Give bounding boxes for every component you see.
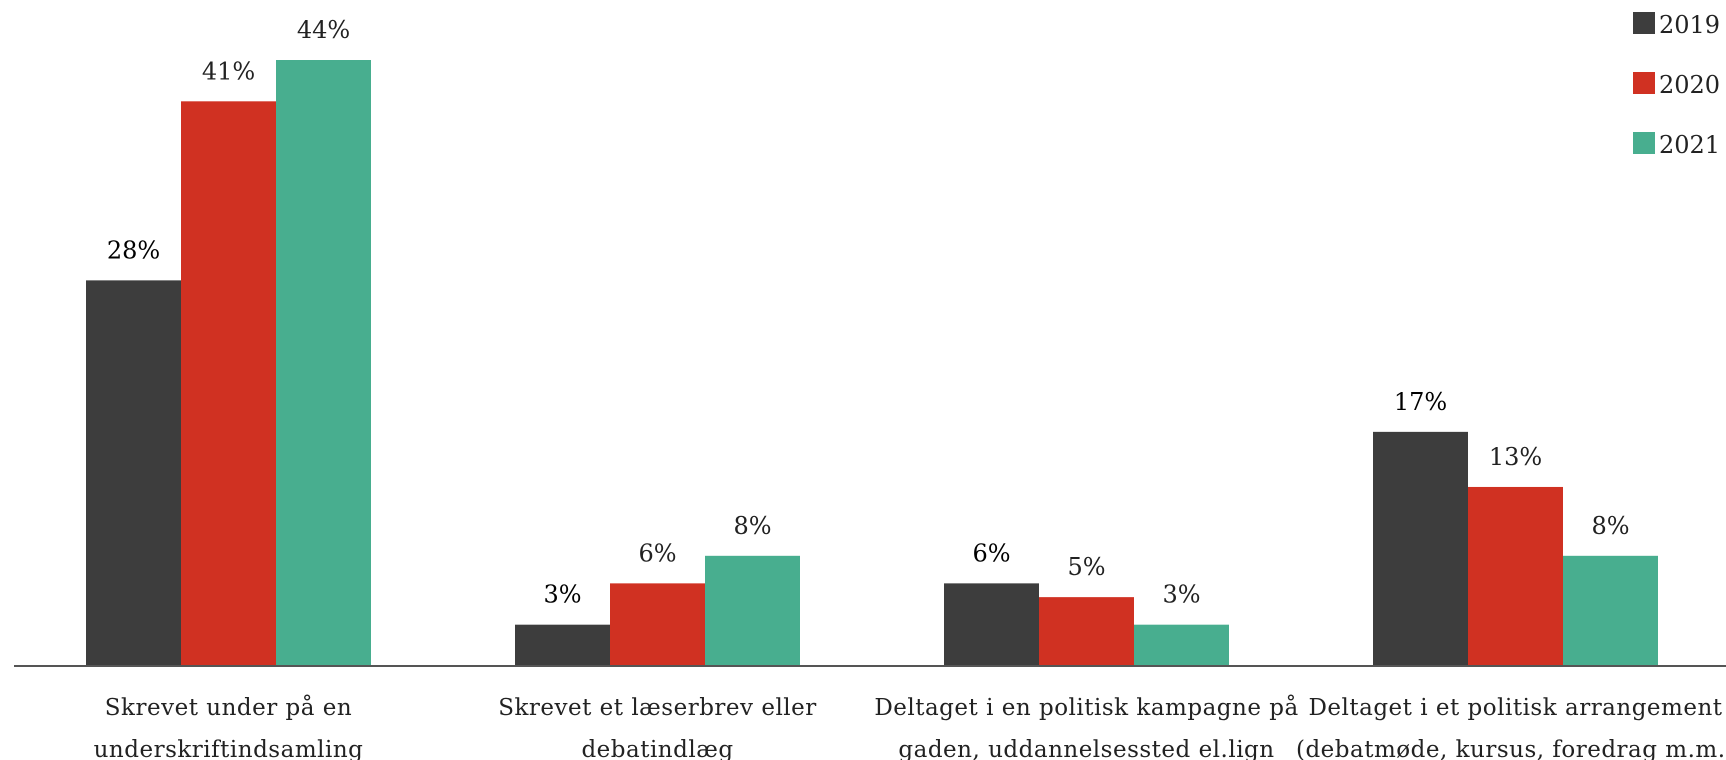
bar-2020-cat-2: [610, 583, 705, 666]
value-label-2020-cat-3: 5%: [1067, 553, 1105, 581]
category-label-3-line-2: gaden, uddannelsessted el.lign: [898, 737, 1274, 760]
value-label-2019-cat-2: 3%: [543, 581, 581, 609]
category-label-2-line-2: debatindlæg: [581, 737, 733, 760]
bars-layer: [86, 60, 1658, 667]
legend-swatch-2021: [1633, 132, 1655, 154]
bar-2019-cat-2: [515, 624, 610, 666]
bar-2021-cat-1: [276, 60, 371, 666]
value-label-2020-cat-4: 13%: [1489, 443, 1542, 471]
category-label-3-line-1: Deltaget i en politisk kampagne på: [874, 694, 1298, 721]
bar-2021-cat-4: [1563, 555, 1658, 666]
bar-2021-cat-2: [705, 555, 800, 666]
bar-2019-cat-1: [86, 280, 181, 666]
category-label-2-line-1: Skrevet et læserbrev eller: [498, 695, 817, 721]
category-label-4-line-1: Deltaget i et politisk arrangement: [1308, 695, 1722, 721]
bar-2021-cat-3: [1134, 624, 1229, 666]
category-label-1-line-1: Skrevet under på en: [105, 694, 352, 721]
category-label-1-line-2: underskriftindsamling: [94, 737, 364, 760]
legend-swatch-2020: [1633, 72, 1655, 94]
legend-label-2020: 2020: [1659, 71, 1720, 99]
value-label-2021-cat-2: 8%: [733, 512, 771, 540]
legend-label-2019: 2019: [1659, 11, 1720, 39]
bar-2020-cat-4: [1468, 486, 1563, 666]
value-label-2019-cat-3: 6%: [972, 539, 1010, 567]
value-label-2020-cat-2: 6%: [638, 539, 676, 567]
bar-2020-cat-3: [1039, 597, 1134, 666]
value-label-2021-cat-3: 3%: [1162, 581, 1200, 609]
value-label-2019-cat-1: 28%: [107, 236, 160, 264]
value-label-2021-cat-4: 8%: [1591, 512, 1629, 540]
bar-2019-cat-3: [944, 583, 1039, 666]
category-labels-layer: Skrevet under på en underskriftindsamling…: [94, 694, 1726, 760]
value-label-2019-cat-4: 17%: [1394, 388, 1447, 416]
category-label-4-line-2: (debatmøde, kursus, foredrag m.m.): [1296, 737, 1726, 760]
bar-2020-cat-1: [181, 101, 276, 667]
value-label-2020-cat-1: 41%: [202, 57, 255, 85]
legend-label-2021: 2021: [1659, 131, 1720, 159]
value-labels-layer: 28% 3% 6% 17% 41% 6% 5% 13% 44% 8% 3% 8%: [107, 16, 1630, 609]
bar-2019-cat-4: [1373, 431, 1468, 666]
legend-swatch-2019: [1633, 12, 1655, 34]
value-label-2021-cat-1: 44%: [297, 16, 350, 44]
legend: 2019 2020 2021: [1633, 11, 1720, 159]
